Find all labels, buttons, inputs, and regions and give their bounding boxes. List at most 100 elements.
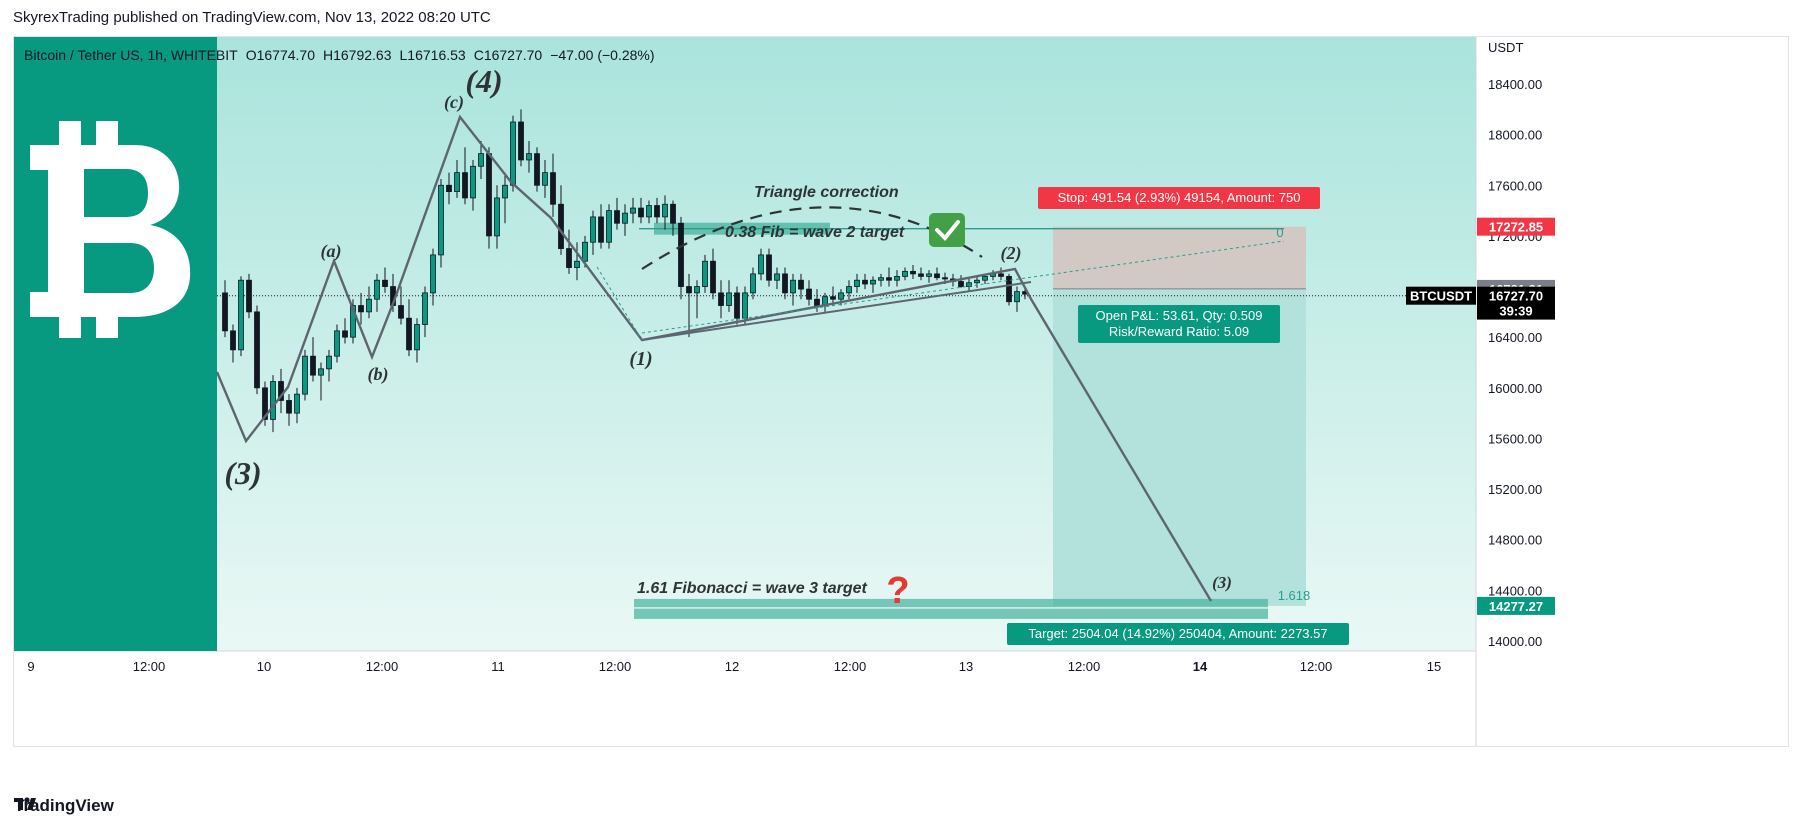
legend-symbol[interactable]: Bitcoin / Tether US, 1h, WHITEBIT: [24, 47, 238, 63]
candle-body: [558, 203, 564, 249]
candle-body: [582, 241, 588, 262]
candle-body: [782, 273, 788, 294]
candle-body: [742, 292, 748, 319]
wave-label-c: (c): [444, 92, 464, 113]
fib-1618-band: [634, 598, 1268, 619]
candle-body: [414, 324, 420, 351]
badge-stop-price-bg: [1477, 217, 1555, 236]
y-tick-label: 15200.00: [1488, 482, 1542, 497]
question-icon: ?: [886, 570, 909, 612]
wave-label-1: (1): [629, 348, 652, 370]
note-fib-161: 1.61 Fibonacci = wave 3 target: [637, 580, 868, 597]
candle-body: [438, 184, 444, 256]
tradingview-logo[interactable]: TradingView: [14, 796, 114, 816]
candle-body: [566, 248, 572, 268]
projection-dashed-line: [641, 240, 1285, 334]
x-tick-label: 14: [1193, 659, 1208, 674]
symbol-legend: Bitcoin / Tether US, 1h, WHITEBIT O16774.…: [24, 47, 663, 63]
candle-body: [918, 273, 924, 277]
badge-target-price: 14277.27: [1489, 599, 1543, 614]
candle-body: [910, 270, 916, 275]
candle-body: [550, 172, 556, 205]
candle-body: [974, 279, 980, 284]
wave-label-3-target: (3): [1212, 573, 1232, 592]
published-header: SkyrexTrading published on TradingView.c…: [13, 9, 491, 26]
legend-high: H16792.63: [323, 47, 392, 63]
candle-body: [718, 292, 724, 306]
candle-body: [766, 254, 772, 281]
candle-body: [958, 281, 964, 287]
x-tick-label: 11: [491, 659, 505, 674]
candle-body: [838, 292, 844, 300]
candle-body: [654, 205, 660, 218]
triangle-arc: [641, 206, 983, 270]
candle-body: [686, 286, 692, 294]
elliott-wave-path: [215, 114, 1213, 602]
candle-body: [494, 197, 500, 237]
fib-label-0: 0: [1276, 225, 1283, 240]
candle-body: [670, 203, 676, 224]
time-axis-background: [14, 651, 1476, 746]
candle-body: [814, 298, 820, 306]
candle-body: [302, 355, 308, 395]
candle-body: [350, 305, 356, 338]
candle-body: [942, 277, 948, 280]
candle-body: [758, 254, 764, 275]
candle-body: [614, 210, 620, 224]
candle-body: [662, 203, 668, 218]
candle-body: [382, 279, 388, 287]
y-tick-label: 18400.00: [1488, 77, 1542, 92]
candle-body: [630, 207, 636, 214]
candle-body: [846, 286, 852, 294]
candle-body: [1006, 276, 1012, 303]
candle-body: [342, 330, 348, 338]
candle-body: [902, 270, 908, 277]
candle-body: [622, 212, 628, 224]
candle-body: [734, 292, 740, 319]
pnl-label-box: [1078, 305, 1280, 343]
candles-layer: [222, 109, 1028, 433]
legend-close: C16727.70: [473, 47, 543, 63]
y-tick-label: 15600.00: [1488, 431, 1542, 446]
x-tick-label: 12: [725, 659, 739, 674]
candle-body: [422, 292, 428, 325]
candle-body: [222, 292, 228, 332]
price-chart[interactable]: (4)(c) (a) (b) (3) (1) (2) (3) Triangle correct…: [14, 37, 1789, 747]
candle-body: [830, 296, 836, 300]
candle-body: [238, 279, 244, 351]
chart-panel[interactable]: (4) (c) (a) (b) (3) (1) (2) (3) Triangle correct…: [13, 36, 1789, 747]
pnl-label-text: Open P&L: 53.61, Qty: 0.509: [1096, 308, 1263, 323]
x-tick-label: 13: [959, 659, 973, 674]
candle-body: [590, 216, 596, 243]
check-icon: [935, 220, 960, 241]
candle-body: [886, 277, 892, 281]
candle-body: [462, 172, 468, 199]
x-tick-label: 15: [1427, 659, 1441, 674]
candle-body: [358, 305, 364, 313]
candle-body: [502, 184, 508, 199]
candle-body: [446, 184, 452, 193]
check-badge: [929, 213, 965, 247]
candle-body: [702, 260, 708, 287]
candle-body: [878, 277, 884, 281]
wave-label-a: (a): [321, 241, 342, 262]
candle-body: [398, 305, 404, 319]
candle-body: [646, 205, 652, 218]
candle-body: [854, 279, 860, 287]
candle-body: [486, 153, 492, 237]
badge-countdown-bg: [1477, 301, 1555, 320]
candle-body: [574, 260, 580, 268]
candle-body: [318, 368, 324, 376]
stop-label-box: [1038, 187, 1320, 209]
legend-change: −47.00 (−0.28%): [550, 47, 655, 63]
candle-body: [774, 273, 780, 281]
x-tick-label: 12:00: [1068, 659, 1101, 674]
y-tick-label: 14000.00: [1488, 634, 1542, 649]
candle-body: [454, 172, 460, 193]
wave-label-2: (2): [1001, 243, 1022, 264]
candle-body: [678, 222, 684, 287]
candle-body: [518, 121, 524, 161]
candle-body: [478, 153, 484, 167]
candle-body: [366, 298, 372, 313]
candle-body: [982, 276, 988, 281]
